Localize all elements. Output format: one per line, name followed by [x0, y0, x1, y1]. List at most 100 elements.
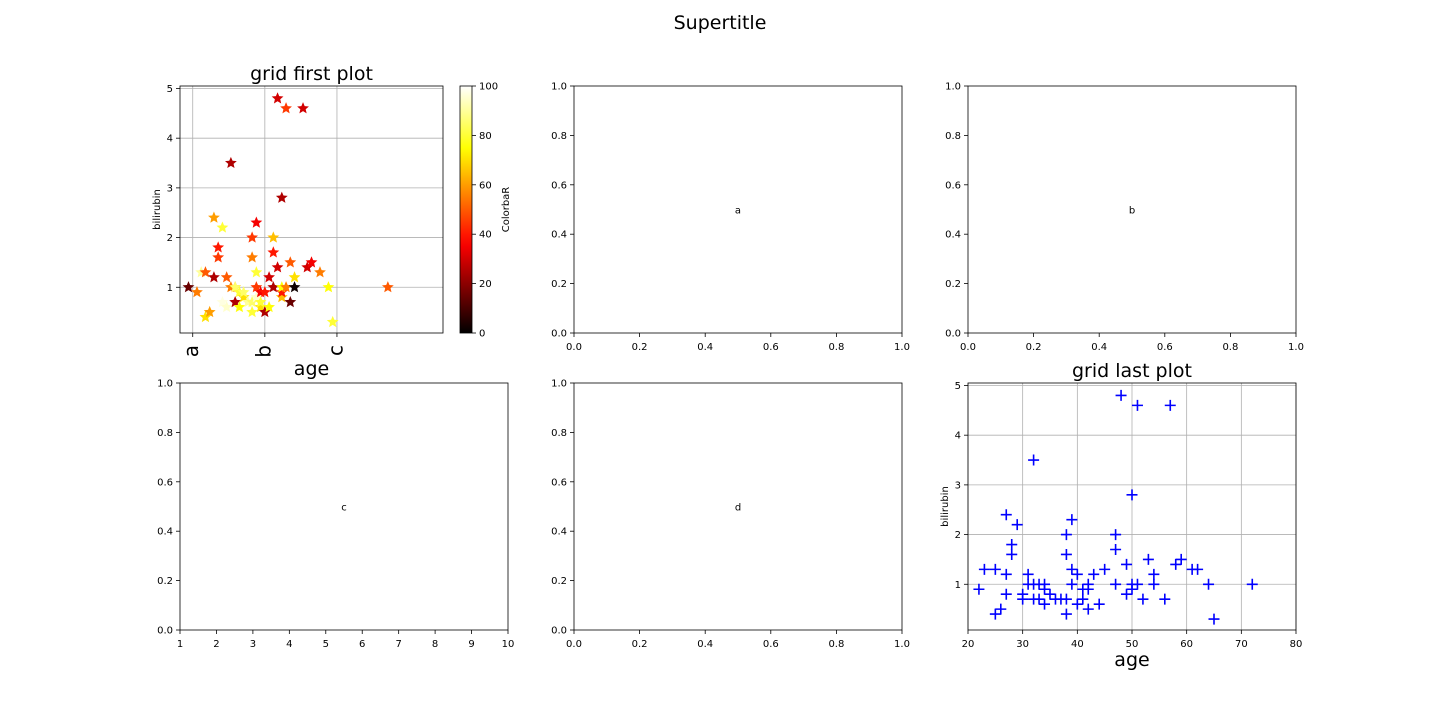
plus-point	[1093, 598, 1105, 610]
y-tick-label: 0.4	[551, 527, 567, 538]
star-point	[199, 266, 212, 278]
colorbar-tick-label: 0	[479, 329, 485, 340]
x-tick-label: 3	[250, 639, 256, 650]
star-point	[212, 251, 225, 263]
plus-point	[995, 603, 1007, 615]
plus-point	[1017, 593, 1029, 605]
star-point	[212, 241, 225, 253]
plus-point	[1082, 603, 1094, 615]
plus-point	[1039, 578, 1051, 590]
y-tick-label: 0.8	[945, 131, 961, 142]
star-point	[208, 271, 220, 283]
plot-area	[968, 86, 1296, 333]
x-tick-label: 80	[1290, 639, 1303, 650]
x-axis-label: age	[294, 358, 329, 380]
colorbar: 0 20 40 60 80 100 ColorbaR	[459, 82, 512, 340]
plus-point	[1066, 563, 1078, 575]
plus-point	[1028, 454, 1040, 466]
star-point	[305, 256, 318, 268]
y-tick-label: 4	[955, 431, 961, 442]
star-point	[233, 300, 246, 313]
plot-area	[180, 383, 508, 630]
axes-frame	[573, 85, 903, 334]
plus-point	[1071, 598, 1083, 610]
x-tick-label: 60	[1180, 639, 1193, 650]
star-point	[271, 92, 284, 104]
axes-frame	[967, 382, 1297, 631]
plus-point	[1110, 543, 1122, 555]
x-tick-label: 1	[177, 639, 183, 650]
plus-point	[1208, 613, 1220, 625]
y-axis-label: bilirubin	[940, 486, 951, 527]
star-point	[220, 300, 233, 313]
axes-ax-b: 0.0 0.2 0.4 0.6 0.8 1.0 0.0 0.2 0.4 0.6 0.8 1.0 b	[945, 82, 1304, 354]
x-tick-label: 0.2	[1026, 342, 1042, 353]
plus-point	[1066, 514, 1078, 526]
plus-point	[1110, 578, 1122, 590]
x-tick-label: 0.8	[828, 342, 844, 353]
star-point	[267, 231, 280, 243]
plus-point	[1126, 489, 1138, 501]
y-tick-label: 3	[955, 480, 961, 491]
x-tick-label: 20	[962, 639, 975, 650]
star-point	[191, 286, 203, 298]
y-tick-label: 0.2	[551, 576, 567, 587]
plus-point	[1142, 553, 1154, 565]
star-point	[314, 266, 326, 278]
x-tick-label: 2	[213, 639, 219, 650]
y-tick-label: 0.4	[157, 527, 173, 538]
star-point	[267, 281, 280, 293]
star-point	[203, 305, 216, 318]
plus-point	[989, 563, 1001, 575]
star-point	[246, 251, 259, 263]
x-tick-label: a	[179, 345, 203, 357]
axes-title: grid last plot	[1072, 360, 1192, 382]
star-point	[297, 102, 309, 114]
plus-point	[1000, 588, 1012, 600]
colorbar-tick-label: 100	[479, 82, 498, 93]
colorbar-label: ColorbaR	[501, 187, 512, 233]
y-tick-label: 0.8	[157, 428, 173, 439]
plus-point	[1110, 529, 1122, 541]
y-tick-label: 0.6	[551, 477, 567, 488]
x-tick-label: 1.0	[894, 639, 910, 650]
x-tick-label: 0.6	[763, 342, 779, 353]
x-tick-label: 0.4	[697, 639, 713, 650]
plus-point	[1246, 578, 1258, 590]
x-tick-label: 0.6	[763, 639, 779, 650]
axes-grid-last: 20 30 40 50 60 70 80 1 2 3 4 5 grid last plot age bili…	[940, 360, 1302, 671]
colorbar-tick-label: 80	[479, 131, 492, 142]
plus-point	[1006, 539, 1018, 551]
star-point	[246, 295, 259, 308]
axes-annotation: c	[341, 503, 347, 514]
axes-frame	[179, 85, 444, 334]
colorbar-tick-label: 60	[479, 180, 492, 191]
x-tick-label: c	[323, 345, 347, 356]
plus-point	[1006, 548, 1018, 560]
plot-area	[574, 383, 902, 630]
plus-point	[1082, 583, 1094, 595]
plus-point	[1137, 593, 1149, 605]
x-tick-label: 50	[1126, 639, 1139, 650]
plus-point	[1044, 588, 1056, 600]
plus-point	[1131, 399, 1143, 411]
plus-point	[1011, 519, 1023, 531]
axes-frame	[573, 382, 903, 631]
star-point	[199, 310, 212, 323]
x-tick-label: 9	[468, 639, 474, 650]
plus-point	[1099, 563, 1111, 575]
y-tick-label: 0.0	[551, 329, 567, 340]
x-tick-label: 0.8	[1222, 342, 1238, 353]
colorbar-tick-label: 40	[479, 230, 492, 241]
x-tick-label: b	[251, 345, 275, 358]
x-tick-label: 30	[1016, 639, 1029, 650]
x-tick-label: 0.6	[1157, 342, 1173, 353]
y-tick-label: 0.6	[551, 180, 567, 191]
x-tick-label: 0.8	[828, 639, 844, 650]
x-tick-label: 10	[502, 639, 515, 650]
axes-ax-d: 0.0 0.2 0.4 0.6 0.8 1.0 0.0 0.2 0.4 0.6 0.8 1.0 d	[551, 379, 910, 651]
y-axis-label: bilirubin	[152, 189, 163, 230]
plus-point	[1033, 593, 1045, 605]
